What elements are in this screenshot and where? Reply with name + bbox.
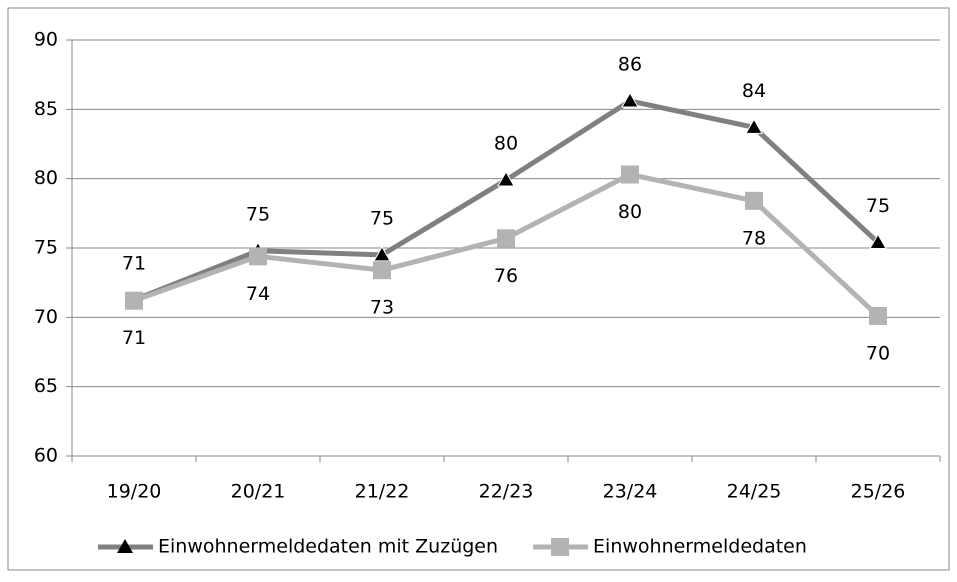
data-point [869,233,887,249]
legend-label: Einwohnermeldedaten [593,536,807,558]
data-label: 76 [494,265,518,287]
data-label: 86 [618,54,642,76]
data-label: 74 [246,283,270,305]
y-tick-label: 75 [34,237,58,259]
data-point [373,245,391,262]
legend-label: Einwohnermeldedaten mit Zuzügen [158,536,498,558]
data-label: 84 [742,80,766,102]
x-tick-label: 20/21 [231,481,286,503]
y-tick-label: 80 [34,167,58,189]
data-label: 71 [122,253,146,275]
legend-marker [551,538,570,556]
x-tick-label: 19/20 [107,481,162,503]
data-point [621,92,639,108]
x-tick-label: 23/24 [603,481,658,503]
data-point [745,118,763,134]
data-label: 78 [742,227,766,249]
data-label: 70 [866,342,890,364]
data-label: 73 [370,297,394,319]
data-point [249,247,267,266]
data-label: 75 [866,195,890,217]
data-label: 80 [618,201,642,223]
data-label: 75 [246,203,270,225]
data-point [125,291,143,310]
y-tick-label: 70 [34,306,58,328]
x-tick-label: 24/25 [727,481,782,503]
y-tick-label: 60 [34,445,58,467]
x-tick-label: 25/26 [851,481,906,503]
data-point [745,191,763,210]
y-tick-label: 85 [34,98,58,120]
x-tick-label: 22/23 [479,481,534,503]
data-label: 75 [370,207,394,229]
data-point [373,261,391,280]
data-label: 71 [122,327,146,349]
x-tick-label: 21/22 [355,481,410,503]
data-point [621,165,639,184]
data-point [869,306,887,325]
y-tick-label: 65 [34,375,58,397]
data-label: 80 [494,133,518,155]
data-point [497,171,515,187]
y-tick-label: 90 [34,29,58,51]
legend-marker [117,539,133,553]
data-point [497,229,515,248]
